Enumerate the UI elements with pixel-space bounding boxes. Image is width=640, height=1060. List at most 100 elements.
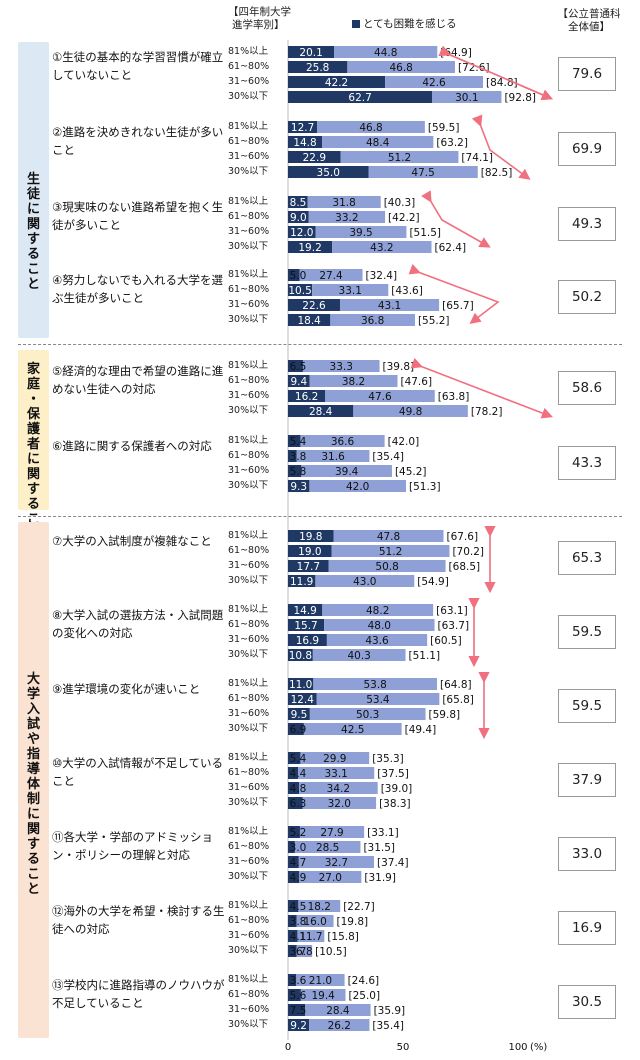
data-label-light: 21.0 (309, 975, 332, 987)
data-label-sum: [65.7] (442, 300, 474, 312)
data-label-sum: [63.8] (438, 391, 470, 403)
total-value-7: 65.3 (558, 541, 616, 575)
bar-dark (288, 405, 354, 417)
bar-light (334, 46, 438, 58)
bar-dark (288, 299, 340, 311)
item-label-9: ⑨進学環境の変化が速いこと (52, 682, 201, 696)
data-label-light: 30.1 (455, 92, 478, 104)
data-label-light: 16.0 (303, 916, 326, 928)
data-label-light: 50.3 (356, 709, 379, 721)
bar-dark (288, 530, 334, 542)
data-label-light: 28.5 (316, 842, 339, 854)
band-label: 81%以上 (228, 826, 269, 837)
data-label-sum: [35.3] (372, 753, 404, 765)
data-label-dark: 6.9 (290, 724, 307, 736)
band-label: 30%以下 (228, 405, 269, 416)
item-label-8: ⑧大学入試の選抜方法・入試問題の変化への対応 (52, 608, 224, 640)
data-label-dark: 4.9 (290, 872, 307, 884)
bar-dark (288, 782, 300, 794)
band-label: 61~80% (228, 61, 270, 72)
data-label-sum: [38.3] (379, 798, 411, 810)
bar-light (299, 871, 362, 883)
bar-dark (288, 708, 310, 720)
section-bg-exam: 大学入試や指導体制に関すること (18, 522, 49, 1038)
band-label: 61~80% (228, 211, 270, 222)
data-label-dark: 6.3 (290, 798, 307, 810)
bar-light (305, 1004, 371, 1016)
data-label-light: 53.4 (366, 694, 390, 706)
bar-light (297, 930, 325, 942)
item-label-5: ⑤経済的な理由で希望の進路に進めない生徒への対応 (52, 364, 224, 396)
bar-light (322, 136, 434, 148)
band-label: 30%以下 (228, 797, 269, 808)
item-label-11: ⑪各大学・学部のアドミッション・ポリシーの理解と対応 (52, 830, 213, 862)
data-label-dark: 3.8 (290, 451, 307, 463)
data-label-sum: [31.9] (364, 872, 396, 884)
trend-arrow (438, 45, 553, 100)
bar-light (308, 211, 386, 223)
data-label-light: 50.8 (375, 561, 398, 573)
total-value-2: 69.9 (558, 132, 616, 166)
data-label-sum: [37.5] (377, 768, 409, 780)
data-label-light: 51.2 (388, 152, 411, 164)
trend-arrow (408, 263, 500, 324)
bar-light (313, 678, 438, 690)
data-label-dark: 12.4 (291, 694, 315, 706)
bar-light (299, 826, 365, 838)
bar-dark (288, 76, 386, 88)
bar-dark (288, 435, 301, 447)
x-unit-label: (%) (530, 1042, 547, 1053)
band-label: 81%以上 (228, 900, 269, 911)
item-label-7: ⑦大学の入試制度が複雑なこと (52, 534, 212, 548)
data-label-light: 48.4 (366, 137, 390, 149)
bar-light (296, 450, 370, 462)
data-label-sum: [47.6] (400, 376, 432, 388)
data-label-light: 32.7 (325, 857, 348, 869)
data-label-sum: [51.5] (409, 227, 441, 239)
data-label-light: 39.5 (349, 227, 372, 239)
data-label-light: 27.4 (319, 270, 343, 282)
data-label-dark: 12.7 (291, 122, 314, 134)
bar-dark (288, 269, 300, 281)
bar-dark (288, 241, 333, 253)
bar-dark (288, 166, 369, 178)
legend-label: とても困難を感じる (363, 18, 457, 30)
data-label-dark: 5.4 (290, 753, 307, 765)
data-label-sum: [40.3] (384, 197, 416, 209)
band-label: 81%以上 (228, 196, 269, 207)
bar-light (300, 752, 370, 764)
band-label: 61~80% (228, 989, 270, 1000)
data-label-sum: [22.7] (343, 901, 375, 913)
data-label-sum: [39.8] (383, 361, 415, 373)
data-label-sum: [35.4] (372, 1020, 404, 1032)
band-label: 31~60% (228, 560, 270, 571)
bar-light (298, 767, 375, 779)
bar-light (322, 604, 434, 616)
bar-dark (288, 752, 301, 764)
band-label: 31~60% (228, 76, 270, 87)
data-label-dark: 6.5 (290, 361, 307, 373)
bar-light (315, 575, 415, 587)
bar-dark (288, 900, 299, 912)
bar-dark (288, 974, 297, 986)
bar-dark (288, 375, 310, 387)
data-label-light: 53.8 (363, 679, 386, 691)
bar-dark (288, 989, 301, 1001)
band-label: 81%以上 (228, 435, 269, 446)
bar-dark (288, 649, 313, 661)
item-label-6: ⑥進路に関する保護者への対応 (52, 439, 212, 453)
total-value-1: 79.6 (558, 57, 616, 91)
item-label-2: ②進路を決めきれない生徒が多いこと (52, 125, 224, 157)
band-label: 31~60% (228, 299, 270, 310)
bar-dark (288, 211, 309, 223)
bar-dark (288, 723, 304, 735)
data-label-light: 47.5 (411, 167, 434, 179)
data-label-sum: [54.9] (417, 576, 449, 588)
bar-dark (288, 196, 308, 208)
bar-light (302, 360, 380, 372)
data-label-sum: [74.1] (461, 152, 493, 164)
data-label-dark: 3.0 (290, 842, 307, 854)
band-label: 61~80% (228, 767, 270, 778)
data-label-dark: 25.8 (306, 62, 329, 74)
bar-dark (288, 945, 297, 957)
